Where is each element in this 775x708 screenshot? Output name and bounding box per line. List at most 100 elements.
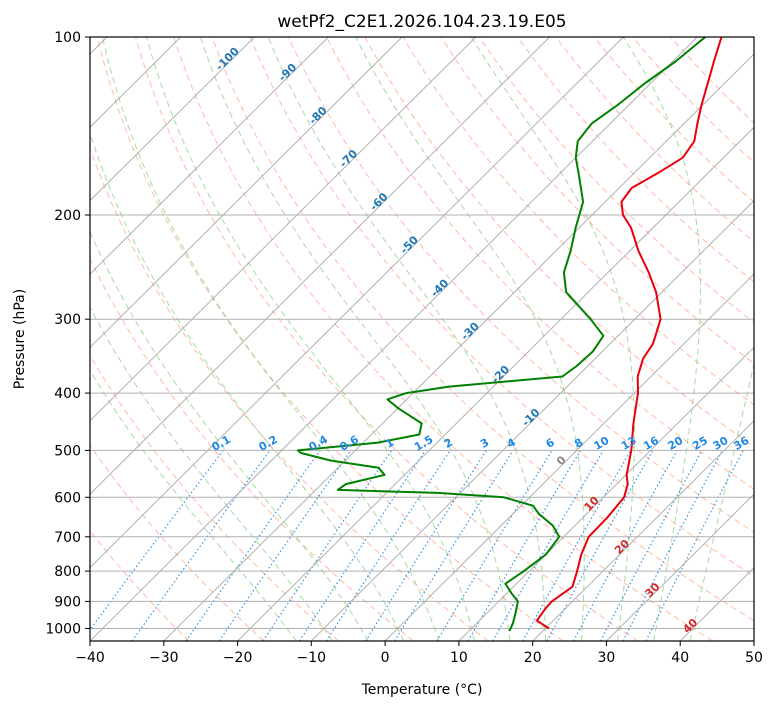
mixing-ratio-label: 4	[505, 436, 518, 451]
dry-adiabat-line	[90, 354, 339, 641]
x-tick-label: 20	[524, 650, 542, 666]
grid-lines	[90, 37, 754, 641]
isotherm-gridline	[90, 37, 329, 275]
mixing-ratio-line	[572, 450, 678, 641]
x-tick-label: −10	[297, 650, 327, 666]
y-tick-label: 200	[54, 208, 81, 224]
x-tick-label: −20	[223, 650, 253, 666]
mixing-ratio-line	[131, 450, 271, 641]
x-tick-label: 30	[597, 650, 615, 666]
y-tick-label: 1000	[45, 622, 81, 638]
plot-frame	[89, 36, 755, 642]
dry-adiabat-line	[517, 37, 754, 283]
isotherm-gridline	[90, 37, 477, 422]
dry-adiabat-line	[135, 37, 639, 641]
isotherm-label: -60	[367, 190, 391, 213]
mixing-ratio-line	[325, 450, 451, 641]
temperature-trace	[535, 37, 723, 630]
isotherm-gridline	[458, 346, 754, 641]
profile-traces	[296, 37, 723, 632]
mixing-ratio-line	[522, 450, 632, 641]
y-tick-label: 100	[54, 30, 81, 46]
mixing-ratio-line	[436, 450, 553, 641]
dry-adiabat-line	[287, 37, 754, 533]
mixing-ratio-line	[262, 450, 393, 641]
mixing-ratio-line	[90, 450, 224, 631]
isotherm-gridline	[679, 566, 754, 641]
y-tick-label: 300	[54, 312, 81, 328]
x-tick-label: 0	[381, 650, 390, 666]
isotherm-gridline	[532, 420, 754, 641]
dry-adiabat-line	[211, 37, 754, 622]
dry-adiabat-line	[90, 147, 489, 641]
moist-adiabat-line	[90, 369, 297, 641]
x-tick-label: 10	[450, 650, 468, 666]
isotherm-label: -70	[337, 147, 361, 170]
moist-adiabat-line	[146, 37, 475, 641]
mixing-ratio-line	[299, 450, 426, 641]
isotherm-label: -10	[519, 406, 543, 429]
mixing-ratio-line	[467, 450, 582, 641]
isotherm-label: -90	[276, 61, 300, 84]
y-axis: 100 200 300 400 500 600 700 800 900 1000	[45, 30, 90, 638]
mixing-ratio-line	[218, 450, 352, 641]
dry-adiabat-line	[96, 37, 564, 641]
isotherm-gridline	[163, 53, 754, 641]
dry-adiabat-line	[173, 37, 713, 641]
mixing-ratio-line	[185, 450, 321, 641]
isotherm-label: 20	[612, 537, 632, 557]
x-tick-label: 40	[671, 650, 689, 666]
moist-adiabat-line	[90, 230, 369, 641]
mixing-ratio-line	[645, 450, 744, 641]
isotherm-gridline	[90, 37, 698, 641]
isotherm-label: 40	[680, 616, 700, 636]
dry-adiabat-line	[249, 37, 754, 577]
background-lines	[90, 37, 754, 641]
isotherm-gridline	[606, 493, 754, 641]
y-tick-label: 700	[54, 530, 81, 546]
mixing-ratio-label: 3	[478, 436, 491, 451]
isotherm-gridline	[90, 37, 624, 569]
isotherm-gridline	[90, 37, 550, 495]
isotherm-gridline	[90, 37, 403, 349]
moist-adiabat-line	[267, 37, 547, 641]
moist-adiabat-line	[90, 306, 333, 641]
y-tick-label: 800	[54, 564, 81, 580]
x-tick-label: −30	[149, 650, 179, 666]
y-tick-label: 600	[54, 490, 81, 506]
isotherm-label: -100	[213, 44, 242, 73]
moist-adiabat-line	[102, 37, 440, 641]
x-tick-label: 50	[745, 650, 763, 666]
moist-adiabat-line	[470, 37, 635, 641]
dry-adiabat-line	[90, 530, 190, 641]
dry-adiabat-line	[440, 37, 754, 364]
isotherm-label: 10	[582, 494, 602, 514]
mixing-ratio-label: 6	[544, 436, 557, 451]
moist-adiabat-line	[689, 360, 754, 641]
dry-adiabat-line	[90, 444, 265, 641]
isotherm-gridline	[90, 37, 255, 202]
moist-adiabat-line	[622, 37, 701, 641]
isotherm-gridline	[753, 640, 754, 641]
dry-adiabat-line	[364, 37, 754, 448]
x-tick-label: −40	[75, 650, 105, 666]
x-axis-label: Temperature (°C)	[361, 682, 483, 698]
isotherm-label: -30	[459, 319, 483, 342]
chart-title: wetPf2_C2E1.2026.104.23.19.E05	[277, 12, 566, 32]
mixing-ratio-label: 2	[442, 436, 455, 451]
y-tick-label: 500	[54, 443, 81, 459]
y-tick-label: 400	[54, 386, 81, 402]
x-axis: −40 −30 −20 −10 0 10 20 30 40 50	[75, 641, 763, 666]
dry-adiabat-line	[90, 257, 414, 641]
dry-adiabat-line	[670, 37, 754, 124]
mixing-ratio-line	[394, 450, 514, 641]
mixing-ratio-line	[546, 450, 654, 641]
isotherm-label: -50	[398, 233, 422, 256]
dry-adiabat-line	[326, 37, 754, 490]
moist-adiabat-line	[200, 37, 511, 641]
isotherm-gridline	[310, 199, 754, 641]
dewpoint-trace	[296, 37, 706, 632]
y-axis-label: Pressure (hPa)	[12, 289, 28, 389]
isotherm-gridline	[237, 126, 754, 641]
